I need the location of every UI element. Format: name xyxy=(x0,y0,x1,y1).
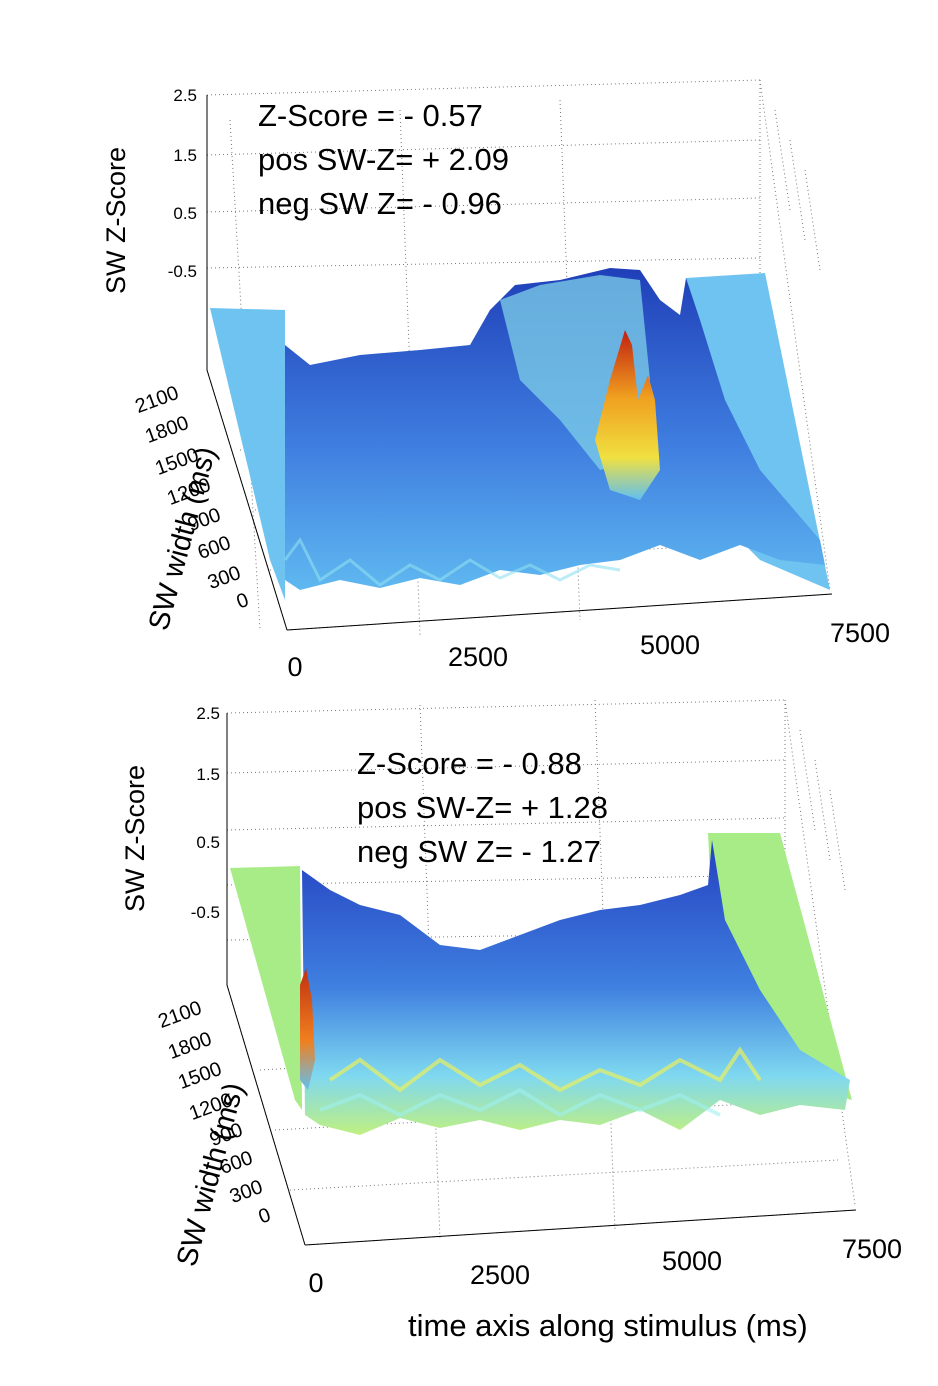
panel-1-annotations: Z-Score = - 0.57 pos SW-Z= + 2.09 neg SW… xyxy=(258,98,509,221)
y-tick-label: 0 xyxy=(234,589,252,613)
panel-2-z-ticks: 2.5 1.5 0.5 -0.5 xyxy=(191,704,220,922)
x-tick-label: 5000 xyxy=(640,630,700,660)
panel-1-z-ticks: 2.5 1.5 0.5 -0.5 xyxy=(168,86,197,281)
x-tick-label: 2500 xyxy=(448,642,508,672)
y-tick-label: 600 xyxy=(195,532,234,564)
panel-2-right-plane xyxy=(708,833,852,1100)
z-tick-label: 0.5 xyxy=(173,204,197,223)
panel-2-z-axis-label: SW Z-Score xyxy=(120,765,150,912)
z-tick-label: 1.5 xyxy=(196,765,220,784)
y-tick-label: 300 xyxy=(205,562,244,594)
x-tick-label: 0 xyxy=(287,652,302,682)
annotation-neg-sw-z: neg SW Z= - 0.96 xyxy=(258,186,502,221)
annotation-z-score: Z-Score = - 0.57 xyxy=(258,98,483,133)
z-tick-label: 2.5 xyxy=(196,704,220,723)
panel-1-surface xyxy=(210,268,830,600)
panel-2-axes xyxy=(226,713,857,1246)
x-tick-label: 7500 xyxy=(830,618,890,648)
x-axis-label: time axis along stimulus (ms) xyxy=(408,1308,808,1343)
panel-2-x-ticks: 0 2500 5000 7500 xyxy=(308,1234,902,1298)
panel-1-surface-body xyxy=(285,268,825,590)
y-tick-label: 0 xyxy=(256,1204,274,1228)
z-tick-label: 1.5 xyxy=(173,146,197,165)
annotation-neg-sw-z: neg SW Z= - 1.27 xyxy=(357,834,601,869)
y-tick-label: 2100 xyxy=(132,382,181,418)
annotation-z-score: Z-Score = - 0.88 xyxy=(357,746,582,781)
x-tick-label: 2500 xyxy=(470,1260,530,1290)
panel-2-surface xyxy=(230,833,852,1135)
annotation-pos-sw-z: pos SW-Z= + 2.09 xyxy=(258,142,509,177)
panel-1-z-axis-label: SW Z-Score xyxy=(101,147,131,294)
panel-1-left-plane xyxy=(210,308,285,600)
z-tick-label: 0.5 xyxy=(196,833,220,852)
panel-1-hotspot xyxy=(595,330,660,500)
x-tick-label: 7500 xyxy=(842,1234,902,1264)
annotation-pos-sw-z: pos SW-Z= + 1.28 xyxy=(357,790,608,825)
panel-2-left-plane xyxy=(230,866,302,1110)
panel-2: 2.5 1.5 0.5 -0.5 SW Z-Score 2100 1800 15… xyxy=(120,699,902,1298)
panel-1-x-ticks: 0 2500 5000 7500 xyxy=(287,618,890,682)
panel-1: 2.5 1.5 0.5 -0.5 SW Z-Score 2100 1800 15… xyxy=(101,79,890,682)
y-tick-label: 2100 xyxy=(155,997,204,1033)
x-tick-label: 0 xyxy=(308,1268,323,1298)
y-tick-label: 1800 xyxy=(142,412,191,448)
panel-1-axes xyxy=(206,95,833,631)
z-tick-label: -0.5 xyxy=(191,903,220,922)
x-tick-label: 5000 xyxy=(662,1246,722,1276)
z-tick-label: 2.5 xyxy=(173,86,197,105)
y-tick-label: 1800 xyxy=(165,1028,214,1064)
z-tick-label: -0.5 xyxy=(168,262,197,281)
panel-2-annotations: Z-Score = - 0.88 pos SW-Z= + 1.28 neg SW… xyxy=(357,746,608,869)
panel-2-hotspot xyxy=(300,968,315,1090)
y-tick-label: 300 xyxy=(227,1176,266,1208)
